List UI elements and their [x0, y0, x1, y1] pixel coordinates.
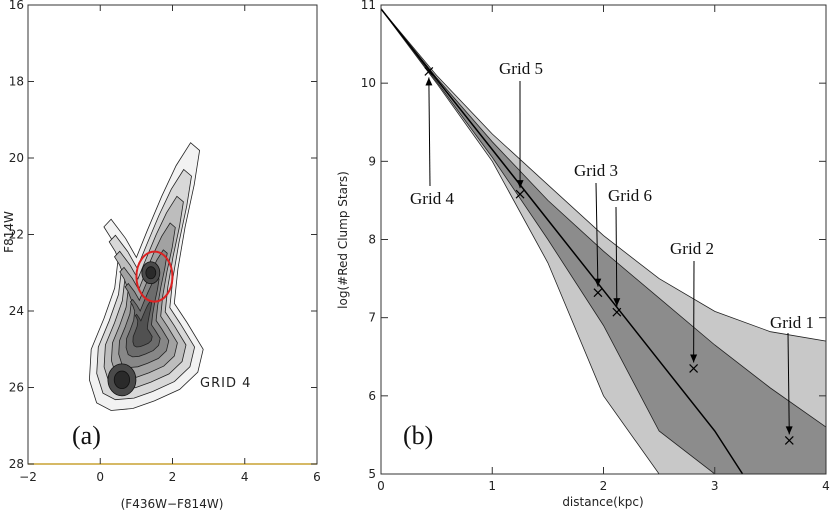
- x-marker: [784, 435, 794, 445]
- panel-b-xtick-label: 2: [600, 479, 608, 493]
- panel-b-ylabel: log(#Red Clump Stars): [336, 171, 350, 309]
- panel-a-xtick-label: 0: [96, 470, 104, 484]
- panel-b-ytick-label: 7: [368, 311, 376, 325]
- panel-b-xtick-label: 3: [711, 479, 719, 493]
- arrow-shaft: [428, 77, 431, 187]
- panel-a-ylabel: F814W: [2, 211, 16, 253]
- x-marker: [593, 288, 603, 298]
- grid-point-label: Grid 1: [770, 313, 814, 332]
- grid-annotation: GRID 4: [200, 376, 251, 391]
- panel-a-xtick-label: −2: [19, 470, 37, 484]
- x-marker: [612, 307, 622, 317]
- grid-point-label: Grid 3: [574, 161, 618, 180]
- panel-a-ytick-label: 28: [9, 457, 24, 471]
- panel-a-xlabel: (F436W−F814W): [121, 497, 224, 511]
- contour-peak-inner: [145, 266, 157, 280]
- grid-point-grid-6: Grid 6: [608, 186, 652, 317]
- panel-b-ytick-label: 8: [368, 233, 376, 247]
- grid-point-label: Grid 5: [499, 59, 543, 78]
- panel-a-xtick-label: 6: [313, 470, 321, 484]
- panel-a-ytick-label: 20: [9, 151, 24, 165]
- panel-a-xtick-label: 2: [169, 470, 177, 484]
- arrow-shaft: [615, 206, 618, 307]
- panel-b-xtick-label: 0: [377, 479, 385, 493]
- grid-points: Grid 1 Grid 2 Grid 3 Grid 4 Grid 5 Grid 6: [410, 59, 814, 445]
- panel-a-ytick-label: 26: [9, 381, 24, 395]
- x-marker: [689, 364, 699, 373]
- panel-b-xlabel: distance(kpc): [562, 495, 643, 509]
- arrow-head: [785, 426, 793, 435]
- panel-b-ytick-label: 5: [368, 467, 376, 481]
- grid-point-grid-1: Grid 1: [770, 313, 814, 445]
- arrow-shaft: [787, 332, 790, 435]
- arrow-head: [613, 298, 621, 307]
- arrow-head: [516, 180, 524, 189]
- red-clump-highlight-ellipse: [135, 250, 174, 303]
- grid-point-grid-4: Grid 4: [410, 67, 454, 208]
- panel-a-label: (a): [72, 421, 101, 450]
- cmd-contours: [88, 142, 204, 411]
- grid-point-grid-3: Grid 3: [574, 161, 618, 298]
- arrow-head: [425, 77, 433, 86]
- grid-point-label: Grid 2: [670, 239, 714, 258]
- best-fit-line: [380, 8, 744, 475]
- arrow-shaft: [595, 182, 599, 287]
- arrow-head: [690, 354, 698, 363]
- panel-b-xtick-label: 4: [822, 479, 830, 493]
- panel-b: Grid 1 Grid 2 Grid 3 Grid 4 Grid 5 Grid 6 0 1 2…: [336, 0, 830, 509]
- grid-point-grid-5: Grid 5: [499, 59, 543, 199]
- panel-a-xtick-label: 4: [241, 470, 249, 484]
- x-marker: [515, 189, 525, 199]
- panel-a-ytick-label: 22: [9, 228, 24, 242]
- panel-b-xtick-label: 1: [488, 479, 496, 493]
- arrow-head: [594, 278, 602, 287]
- panel-b-ytick-label: 10: [361, 76, 376, 90]
- panel-b-ytick-label: 9: [368, 154, 376, 168]
- grid-point-label: Grid 6: [608, 186, 652, 205]
- x-marker: [424, 67, 434, 76]
- panel-b-ticks: 0 1 2 3 4 5 6 7 8 9 10 11: [361, 0, 830, 493]
- contour-level-7: [132, 300, 153, 348]
- grid-point-grid-2: Grid 2: [670, 239, 714, 373]
- panel-b-ytick-label: 6: [368, 389, 376, 403]
- panel-b-label: (b): [403, 421, 433, 450]
- grid-point-label: Grid 4: [410, 189, 454, 208]
- panel-a-ytick-label: 24: [9, 304, 24, 318]
- panel-a-ytick-label: 18: [9, 75, 24, 89]
- contour-peak-inner: [113, 370, 131, 390]
- panel-a-ytick-label: 16: [9, 0, 24, 12]
- panel-b-ytick-label: 11: [361, 0, 376, 12]
